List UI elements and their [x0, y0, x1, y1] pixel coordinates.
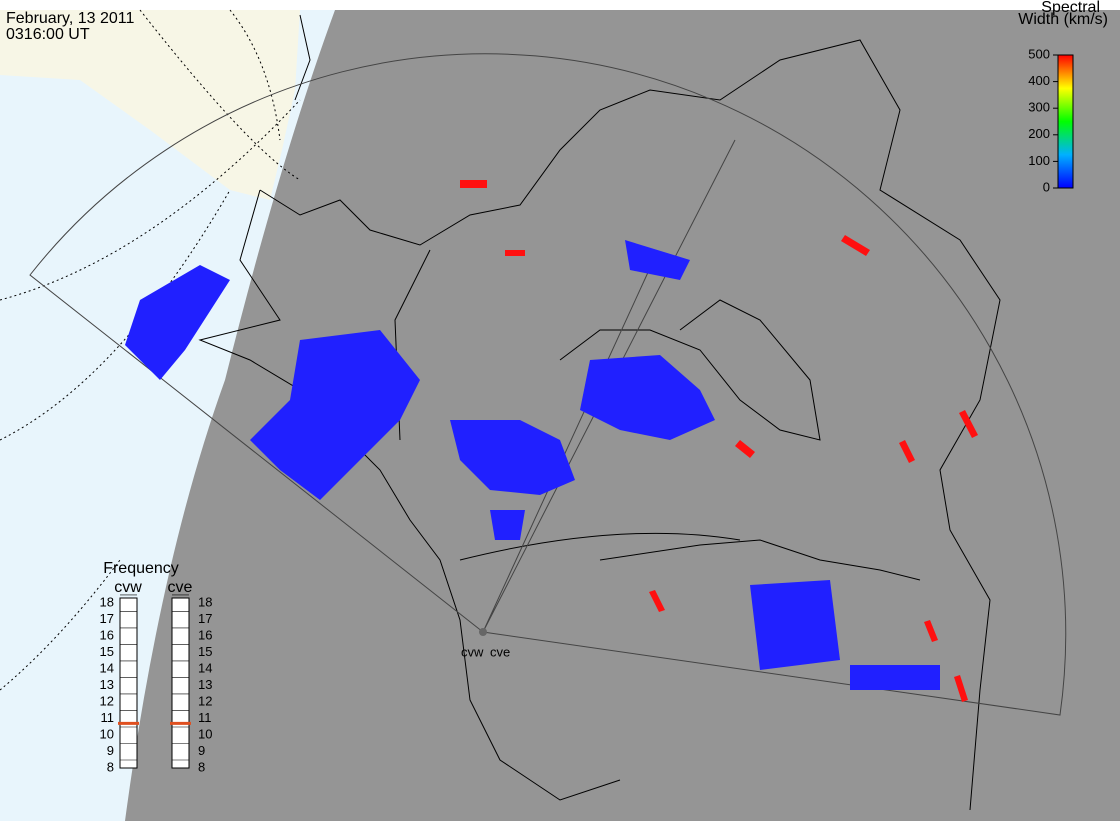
frequency-tick-label: 9: [198, 743, 205, 758]
colorbar-tick-label: 0: [1043, 179, 1050, 194]
frequency-tick-label: 10: [100, 726, 114, 741]
echo: [580, 355, 715, 440]
colorbar: 0 100 200 300 400 500: [1028, 46, 1074, 194]
frequency-title: Frequency: [103, 560, 179, 577]
coastline: [198, 14, 1001, 811]
frequency-tick-label: 16: [198, 627, 212, 642]
station-label: cvw: [461, 644, 484, 659]
frequency-panel: cvw89101112131415161718cve89101112131415…: [100, 579, 213, 774]
radar-echoes: [125, 180, 978, 702]
station-label: cve: [490, 644, 510, 659]
date: February, 13 2011: [6, 10, 134, 27]
echo: [490, 240, 690, 540]
frequency-tick-label: 17: [100, 611, 114, 626]
frequency-tick-label: 18: [198, 594, 212, 609]
frequency-tick-label: 15: [198, 644, 212, 659]
colorbar-title: Width (km/s): [1018, 11, 1108, 28]
land: [0, 10, 300, 200]
frequency-tick-label: 11: [198, 710, 212, 725]
frequency-box: [171, 597, 190, 769]
top-band: [0, 0, 1120, 10]
radar-name: cve: [168, 579, 193, 596]
frequency-tick-label: 8: [198, 759, 205, 774]
frequency-tick-label: 12: [198, 693, 212, 708]
frequency-tick-label: 17: [198, 611, 212, 626]
colorbar-tick-label: 200: [1028, 126, 1050, 141]
colorbar-tick-label: 100: [1028, 153, 1050, 168]
echo: [250, 330, 420, 500]
frequency-tick-label: 10: [198, 726, 212, 741]
colorbar-tick-label: 500: [1028, 46, 1050, 61]
frequency-tick-label: 15: [100, 644, 114, 659]
frequency-tick-label: 9: [107, 743, 114, 758]
echo: [750, 580, 940, 690]
colorbar-tick-label: 400: [1028, 73, 1050, 88]
frequency-tick-label: 11: [101, 710, 115, 725]
frequency-box: [119, 597, 138, 769]
frequency-tick-label: 14: [100, 660, 114, 675]
echo: [125, 265, 230, 380]
frequency-tick-label: 13: [198, 677, 212, 692]
frequency-tick-label: 18: [100, 594, 114, 609]
frequency-tick-label: 13: [100, 677, 114, 692]
echo: [450, 420, 575, 495]
frequency-tick-label: 8: [107, 759, 114, 774]
frequency-tick-label: 16: [100, 627, 114, 642]
colorbar-tick-label: 300: [1028, 100, 1050, 115]
radar-site: [479, 628, 487, 636]
colorbar-title: Spectral: [1041, 0, 1100, 16]
graticule: [0, 9, 301, 691]
radar-name: cvw: [114, 579, 142, 596]
time: 0316:00 UT: [6, 26, 90, 43]
frequency-tick-label: 12: [100, 693, 114, 708]
colorbar-bar: [1057, 54, 1074, 189]
frequency-tick-label: 14: [198, 660, 212, 675]
